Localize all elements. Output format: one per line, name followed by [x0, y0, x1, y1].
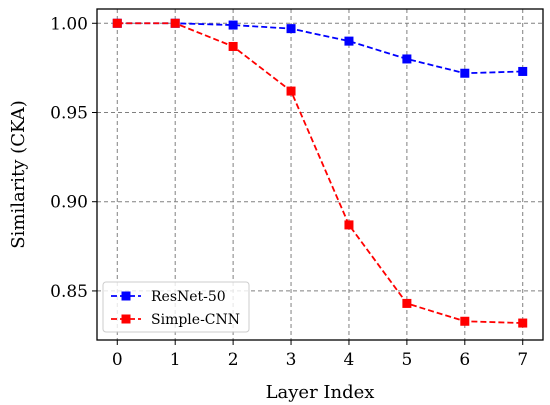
x-tick-label: 4	[344, 350, 355, 370]
data-point	[228, 20, 238, 30]
x-tick-label: 6	[459, 350, 470, 370]
x-axis-label: Layer Index	[266, 382, 375, 403]
x-tick-label: 2	[228, 350, 239, 370]
y-axis-label: Similarity (CKA)	[8, 100, 29, 248]
data-point	[460, 316, 470, 326]
data-point	[344, 36, 354, 46]
data-point	[112, 18, 122, 28]
legend-item-simple-cnn: Simple-CNN	[111, 312, 240, 328]
data-point	[402, 298, 412, 308]
data-point	[228, 41, 238, 51]
series-line	[117, 22, 523, 324]
data-point	[518, 318, 528, 328]
y-tick-label: 0.90	[50, 193, 88, 213]
legend-marker	[121, 314, 131, 324]
legend-item-resnet-50: ResNet-50	[111, 289, 226, 305]
legend-label: ResNet-50	[151, 289, 226, 305]
series-line	[117, 22, 523, 75]
axis-ticks: 0 1 2 3 4 5 6 7 0.85 0.90 0.95 1.00	[50, 14, 528, 370]
legend: ResNet-50 Simple-CNN	[102, 281, 250, 333]
data-point	[402, 54, 412, 64]
series-simple-cnn	[112, 18, 528, 328]
data-point	[518, 66, 528, 76]
data-point	[460, 68, 470, 78]
data-point	[170, 18, 180, 28]
x-tick-label: 0	[112, 350, 123, 370]
data-point	[286, 24, 296, 34]
series-layer	[112, 18, 528, 328]
legend-marker	[121, 291, 131, 301]
legend-label: Simple-CNN	[151, 312, 240, 328]
plot-frame	[96, 8, 544, 341]
y-tick-label: 0.95	[50, 103, 88, 123]
x-tick-label: 5	[401, 350, 412, 370]
x-tick-label: 1	[170, 350, 181, 370]
data-point	[286, 86, 296, 96]
data-point	[344, 220, 354, 230]
y-tick-label: 0.85	[50, 282, 88, 302]
y-tick-label: 1.00	[50, 14, 88, 34]
x-tick-label: 7	[517, 350, 528, 370]
x-tick-label: 3	[286, 350, 297, 370]
